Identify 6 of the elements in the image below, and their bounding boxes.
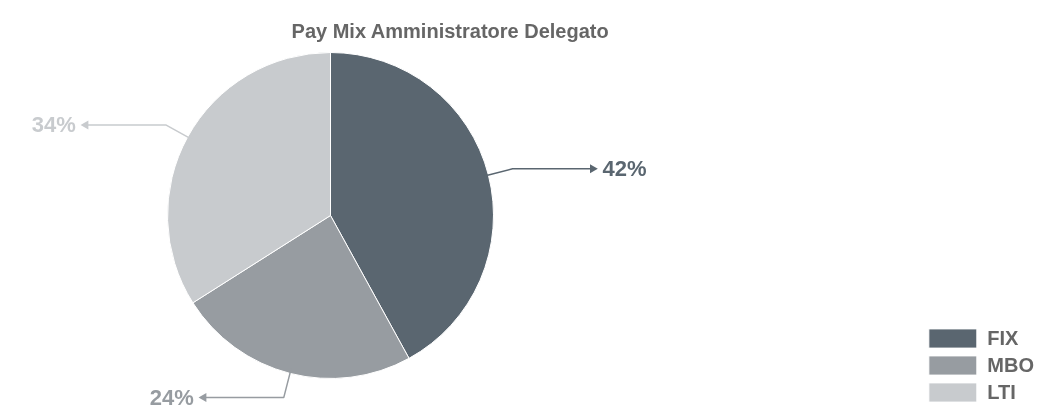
data-label: 24%: [149, 385, 194, 411]
data-label: 42%: [602, 156, 647, 182]
legend-label: MBO: [987, 353, 1034, 377]
legend-label: LTI: [987, 380, 1016, 404]
legend-label: FIX: [987, 326, 1019, 350]
chart-title: Pay Mix Amministratore Delegato: [291, 19, 609, 42]
